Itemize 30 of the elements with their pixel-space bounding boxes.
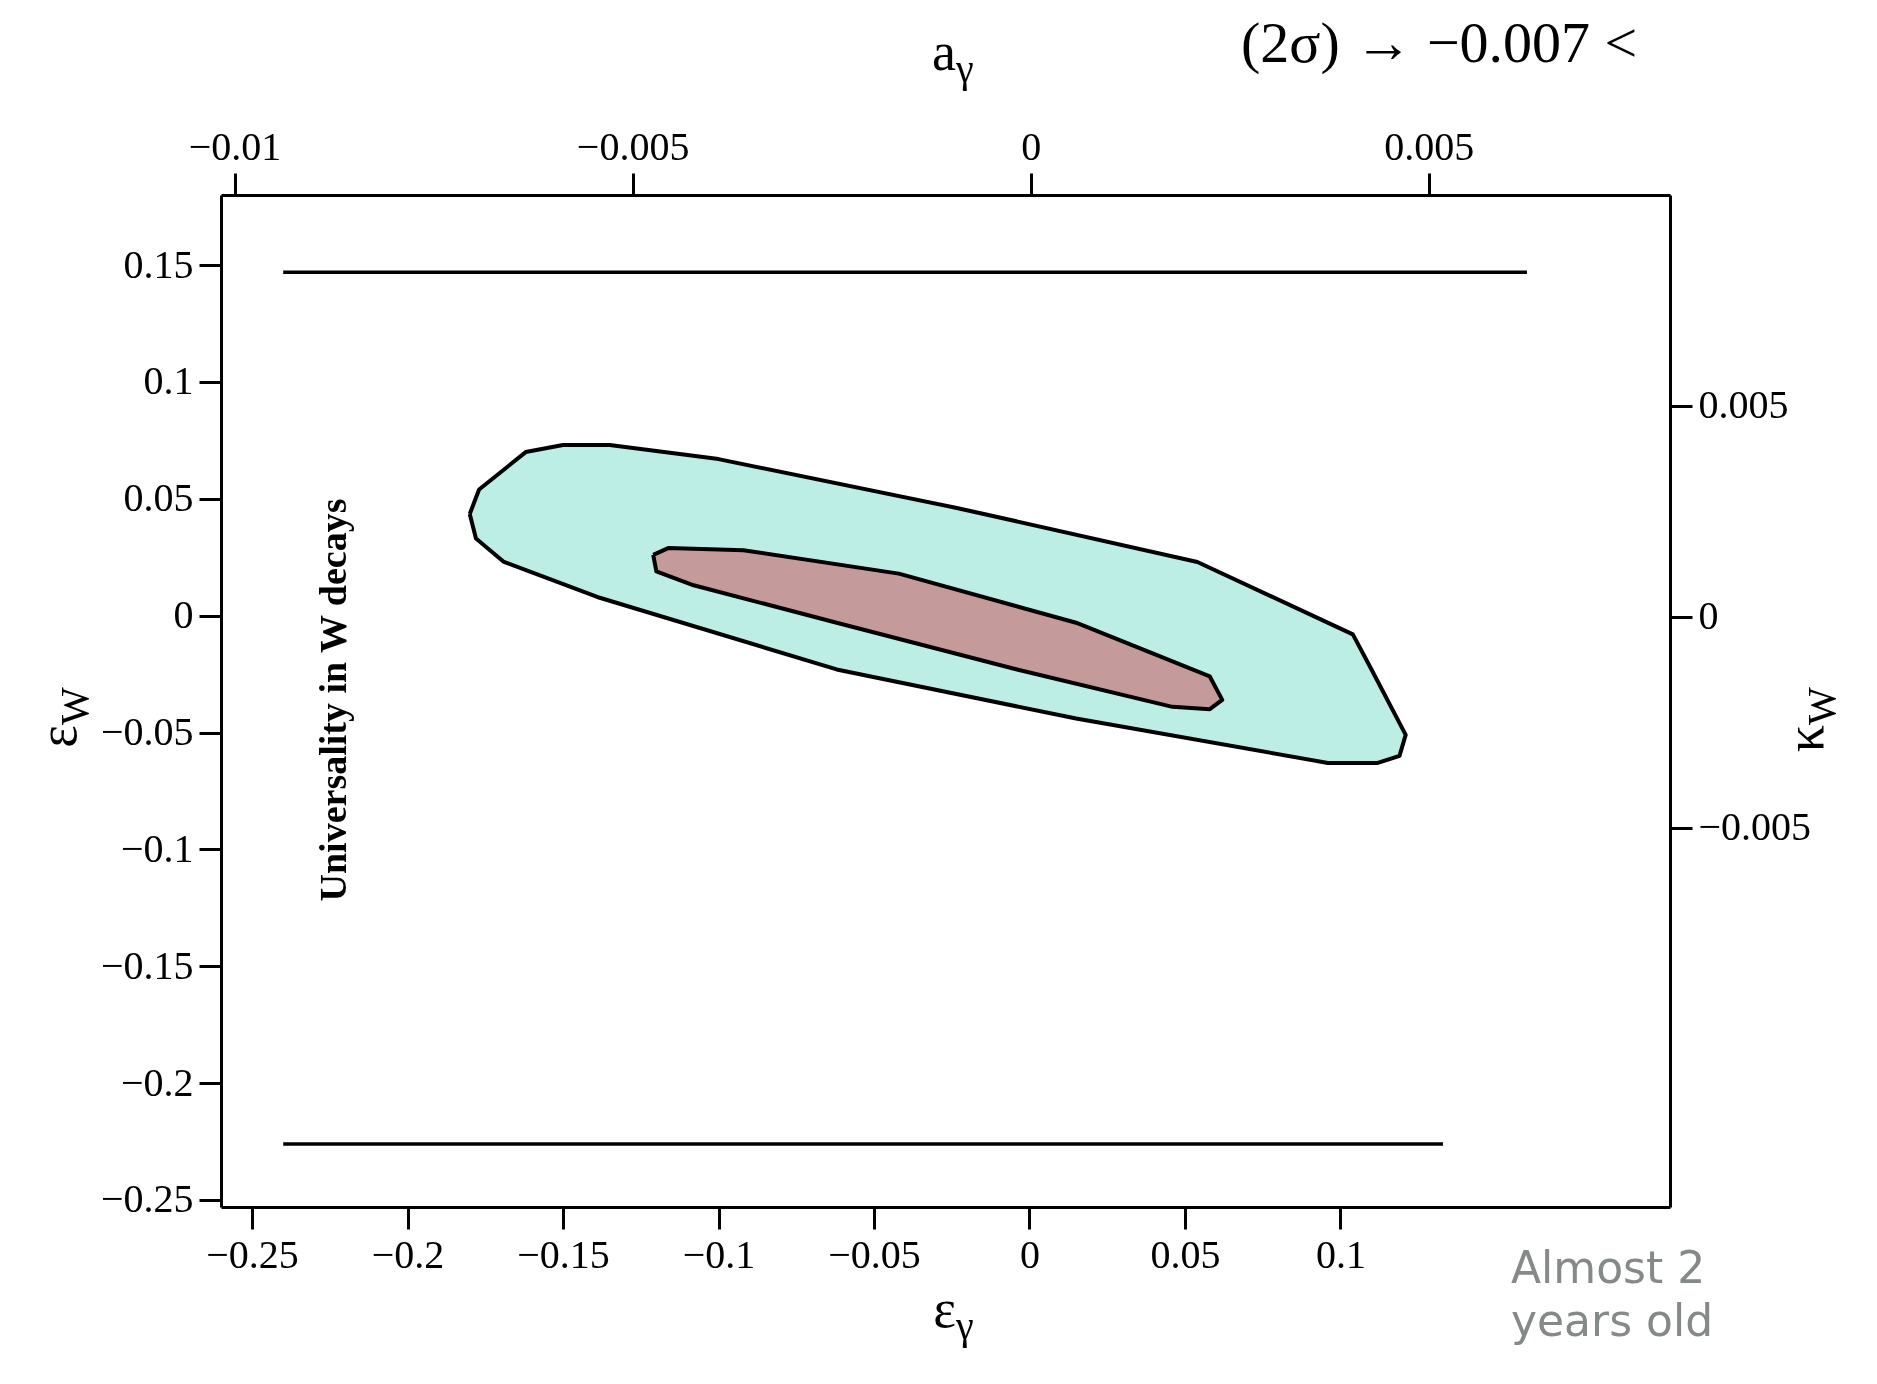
text: years old [1511,1295,1714,1346]
x2-tick-label: −0.005 [576,123,690,169]
y-tick-label: 0 [173,592,194,638]
y-tick-label: 0.05 [123,475,194,521]
y-tick-label: 0.1 [143,358,194,404]
y2-tick-label: −0.005 [1698,804,1812,849]
y-tick-label: −0.15 [100,942,194,988]
y-tick-label: 0.15 [123,241,194,287]
x-tick-label: 0.05 [1150,1231,1221,1277]
y-tick-label: −0.1 [120,825,194,871]
x-tick-label: 0.1 [1315,1231,1366,1277]
text: (2σ) → −0.007 < [1241,10,1638,75]
x-tick-label: −0.25 [206,1231,299,1277]
y-tick-label: −0.05 [100,709,194,755]
y-axis-title: εW [28,687,97,748]
y2-tick-label: 0.005 [1698,382,1789,428]
x2-tick-label: 0 [1021,123,1042,169]
x-tick-label: −0.15 [517,1231,610,1277]
annotation: Universality in W decays [312,498,354,902]
x-tick-label: 0 [1019,1231,1040,1277]
y2-tick-label: 0 [1698,593,1719,639]
x2-tick-label: −0.01 [188,123,282,169]
y-tick-label: −0.25 [100,1176,194,1222]
y-tick-label: −0.2 [120,1059,194,1105]
x-tick-label: −0.2 [371,1231,445,1277]
y2-axis-title: κW [1775,687,1844,753]
text: Almost 2 [1511,1242,1706,1293]
x2-tick-label: 0.005 [1384,123,1475,169]
x-tick-label: −0.1 [682,1231,756,1277]
x-tick-label: −0.05 [828,1231,921,1277]
